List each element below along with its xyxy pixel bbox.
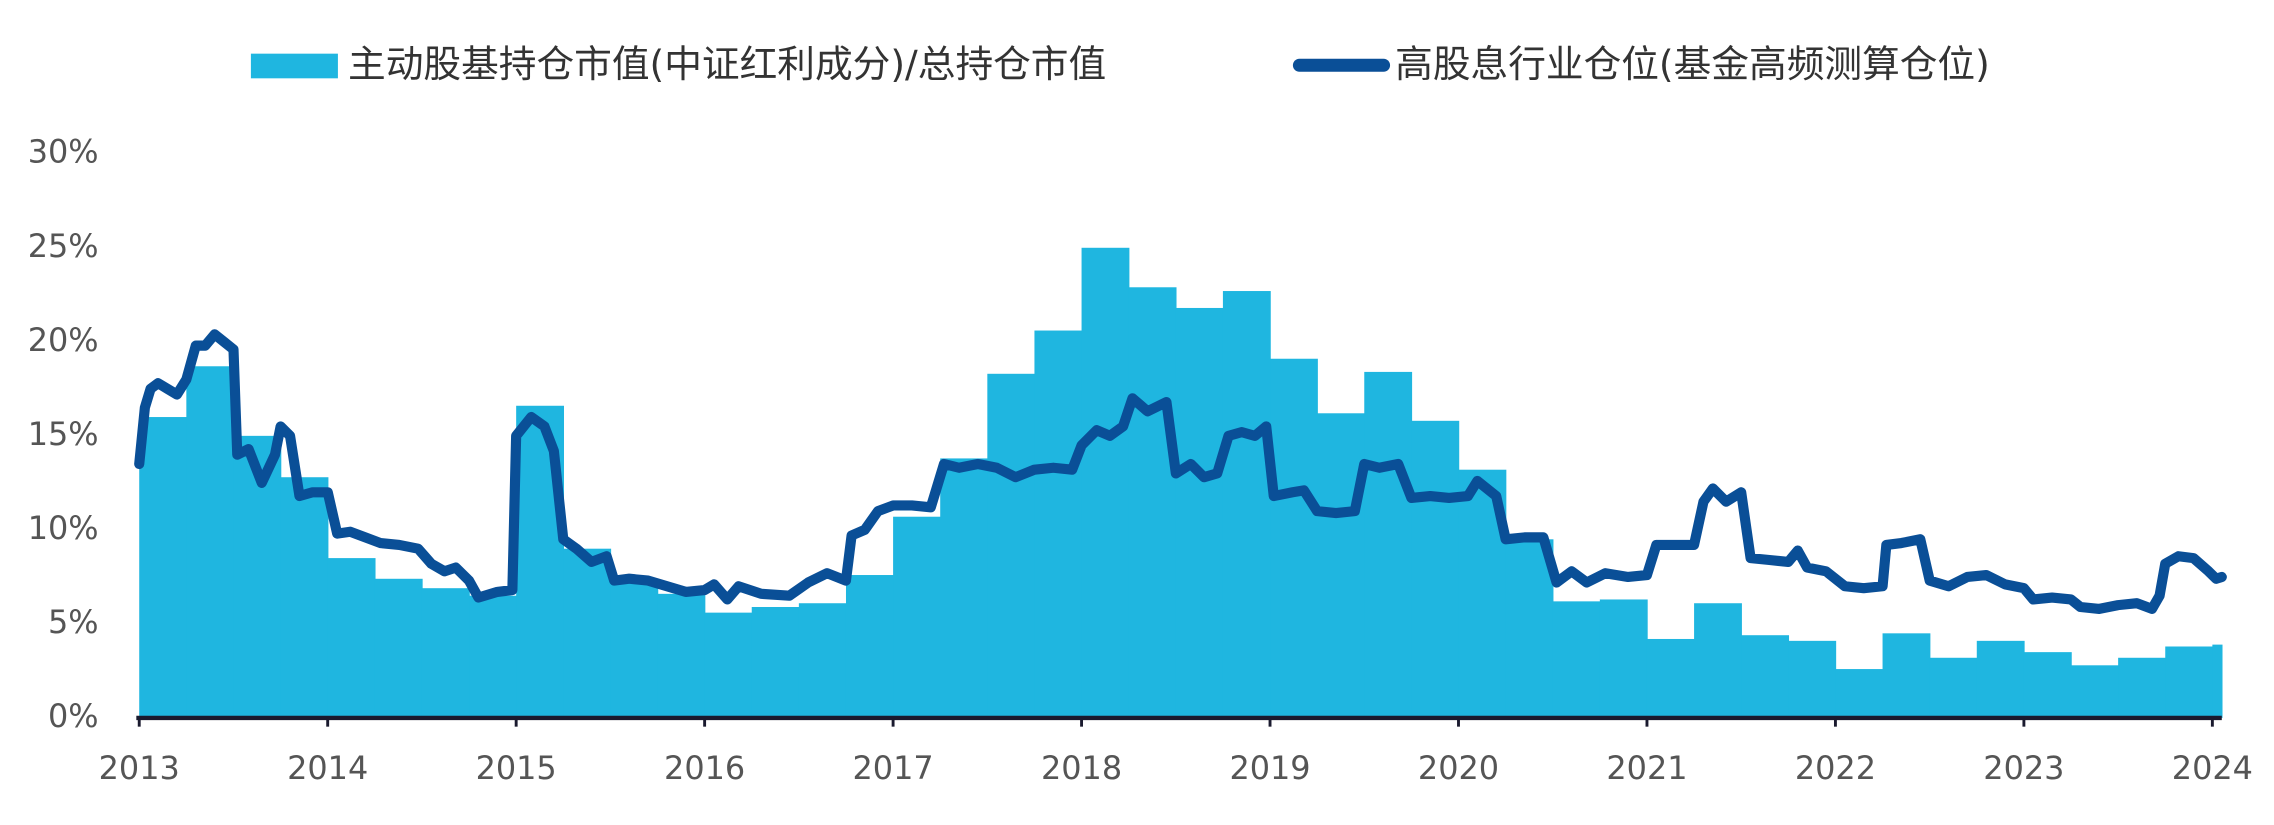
area-step [657,593,706,718]
area-step [798,603,847,718]
legend-swatch [250,53,338,79]
x-tick-label: 2023 [1983,749,2064,787]
area-step [1034,330,1083,718]
x-tick-label: 2024 [2172,749,2253,787]
area-step [280,477,329,718]
area-step [327,558,376,718]
y-tick-label: 10% [28,509,99,547]
x-tick-label: 2018 [1041,749,1122,787]
area-step [1741,635,1790,718]
x-tick-label: 2020 [1418,749,1499,787]
y-tick-label: 15% [28,415,99,453]
area-step [2212,644,2223,718]
area-step [1694,603,1742,718]
area-step [1882,633,1931,718]
area-step [987,373,1036,718]
area-step [1411,420,1460,718]
area-step [610,580,659,718]
legend-label: 主动股基持仓市值(中证红利成分)/总持仓市值 [348,42,1106,86]
y-tick-label: 25% [28,227,99,265]
area-step [1835,669,1884,718]
area-step [1128,287,1177,718]
x-tick-label: 2019 [1229,749,1310,787]
area-step [1552,601,1601,718]
y-tick-label: 0% [48,697,99,735]
x-tick-label: 2016 [664,749,745,787]
area-step [1599,599,1648,718]
area-step [374,578,423,718]
area-step [751,606,800,718]
line [134,329,2227,614]
area-step [2071,665,2119,718]
area-step [2165,646,2214,718]
area-step [1222,291,1271,718]
legend-label: 高股息行业仓位(基金高频测算仓位) [1395,42,1990,86]
area-step [563,548,612,718]
area-step [940,458,989,718]
area-step [1788,640,1837,718]
y-tick-label: 20% [28,321,99,359]
area-step [845,575,894,718]
area-step [2118,657,2166,718]
y-tick-label: 30% [28,133,99,171]
x-tick-label: 2022 [1795,749,1876,787]
y-tick-label: 5% [48,603,99,641]
area-step [1505,539,1554,718]
area-step [1317,413,1365,718]
area-step [1270,358,1318,718]
area-step [893,516,941,718]
x-tick-label: 2015 [476,749,557,787]
area-step [1081,247,1130,718]
area-step [1646,638,1695,718]
area-step [1175,307,1224,718]
x-tick-label: 2021 [1606,749,1687,787]
area-step [139,417,188,718]
x-tick-label: 2014 [287,749,368,787]
area-step [704,612,753,718]
area-step [1976,640,2025,718]
area-step [1929,657,1978,718]
area-step [2023,652,2072,718]
area-step [186,366,235,718]
area-step [1364,371,1413,718]
area-step [421,588,470,718]
area-step [469,595,517,718]
x-tick-label: 2017 [853,749,934,787]
x-tick-label: 2013 [99,749,180,787]
